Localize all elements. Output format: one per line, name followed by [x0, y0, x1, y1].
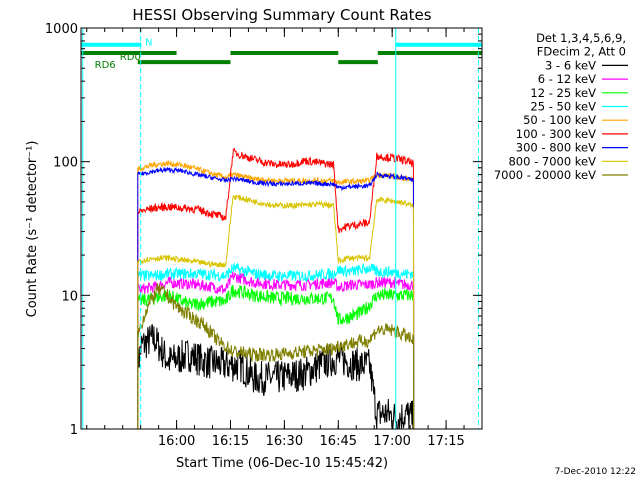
x-tick-label: 16:30 [266, 434, 303, 449]
legend-entry-5: 100 - 300 keV [516, 127, 596, 141]
x-axis: 16:00 16:15 16:30 16:45 17:00 17:15 [86, 28, 465, 449]
x-axis-label: Start Time (06-Dec-10 15:45:42) [176, 456, 388, 471]
state-bar-label-rd6: RD6 [95, 60, 116, 71]
date-stamp: 7-Dec-2010 12:22 [555, 467, 636, 477]
x-tick-label: 17:15 [427, 434, 464, 449]
legend-header-0: Det 1,3,4,5,6,9, [536, 31, 626, 45]
legend-entry-0: 3 - 6 keV [545, 58, 596, 72]
y-tick-label: 1000 [45, 22, 78, 37]
state-bar-label-n: N [145, 38, 152, 49]
series-line-2 [137, 285, 415, 430]
series-line-1 [137, 271, 415, 430]
state-bar-label-rd0: RD0 [120, 52, 141, 63]
series-line-8 [137, 283, 415, 430]
legend-entry-3: 25 - 50 keV [530, 100, 596, 114]
legend-entry-4: 50 - 100 keV [523, 113, 596, 127]
plot-data [137, 148, 415, 430]
y-axis: 1 10 100 1000 [45, 22, 482, 438]
legend-entry-8: 7000 - 20000 keV [494, 168, 596, 182]
y-tick-label: 10 [61, 289, 78, 304]
legend: Det 1,3,4,5,6,9,FDecim 2, Att 03 - 6 keV… [494, 31, 628, 182]
state-bars: N RD0 RD6 [81, 38, 482, 71]
series-line-5 [137, 148, 415, 430]
series-line-7 [137, 194, 415, 430]
series-line-0 [137, 324, 414, 430]
legend-entry-7: 800 - 7000 keV [508, 154, 596, 168]
chart-title: HESSI Observing Summary Count Rates [132, 6, 431, 24]
marker-lines [82, 28, 479, 429]
y-tick-label: 1 [70, 423, 78, 438]
x-tick-label: 16:45 [320, 434, 357, 449]
legend-entry-2: 12 - 25 keV [530, 86, 596, 100]
series-line-4 [137, 159, 415, 430]
legend-header-1: FDecim 2, Att 0 [537, 45, 626, 59]
legend-entry-1: 6 - 12 keV [538, 72, 596, 86]
x-tick-label: 16:15 [212, 434, 249, 449]
y-axis-label: Count Rate (s⁻¹ detector⁻¹) [25, 141, 40, 318]
plot-frame [80, 27, 483, 430]
x-tick-label: 17:00 [373, 434, 410, 449]
x-tick-label: 16:00 [158, 434, 195, 449]
series-line-6 [137, 166, 415, 430]
legend-entry-6: 300 - 800 keV [516, 141, 596, 155]
series-line-3 [137, 261, 415, 430]
y-tick-label: 100 [53, 156, 78, 171]
